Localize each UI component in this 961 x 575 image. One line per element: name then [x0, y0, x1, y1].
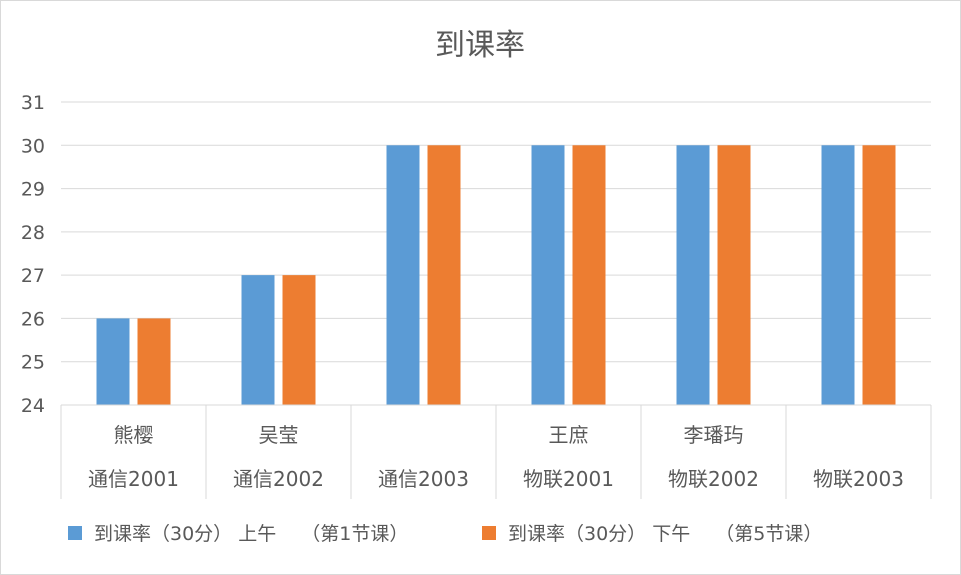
bar-morning [386, 145, 420, 406]
bar-morning [531, 145, 565, 406]
chart-title: 到课率 [435, 28, 525, 63]
y-tick-label: 24 [21, 395, 45, 417]
y-tick-label: 28 [21, 222, 45, 244]
gridlines [61, 101, 931, 363]
y-tick-label: 31 [21, 92, 45, 114]
x-category-class: 物联2003 [813, 467, 904, 491]
bar-morning [821, 145, 855, 406]
x-category-class: 通信2003 [378, 467, 469, 491]
x-category-class: 通信2001 [88, 467, 179, 491]
y-tick-label: 26 [21, 308, 45, 330]
legend-swatch [68, 526, 82, 540]
x-category-name: 吴莹 [259, 423, 299, 447]
y-tick-label: 27 [21, 265, 45, 287]
legend-label: 到课率（30分） 下午 （第5节课） [508, 523, 822, 545]
x-category-class: 通信2002 [233, 467, 324, 491]
legend-label: 到课率（30分） 上午 （第1节课） [94, 523, 408, 545]
y-axis: 24 25 26 27 28 29 30 31 [21, 92, 45, 417]
x-category-name: 李璠玙 [684, 423, 744, 447]
legend: 到课率（30分） 上午 （第1节课） 到课率（30分） 下午 （第5节课） [68, 523, 822, 545]
bar-morning [241, 275, 275, 405]
bar-afternoon [427, 145, 461, 406]
bar-morning [676, 145, 710, 406]
bar-afternoon [862, 145, 896, 406]
x-category-name: 熊樱 [114, 423, 154, 447]
bar-afternoon [717, 145, 751, 406]
legend-swatch [482, 526, 496, 540]
y-tick-label: 30 [21, 135, 45, 157]
x-category-class: 物联2001 [523, 467, 614, 491]
y-tick-label: 25 [21, 352, 45, 374]
bar-afternoon [137, 318, 171, 405]
bars [96, 145, 896, 406]
bar-morning [96, 318, 130, 405]
y-tick-label: 29 [21, 179, 45, 201]
x-category-name: 王庶 [549, 423, 589, 447]
x-category-class: 物联2002 [668, 467, 759, 491]
bar-afternoon [572, 145, 606, 406]
bar-afternoon [282, 275, 316, 405]
